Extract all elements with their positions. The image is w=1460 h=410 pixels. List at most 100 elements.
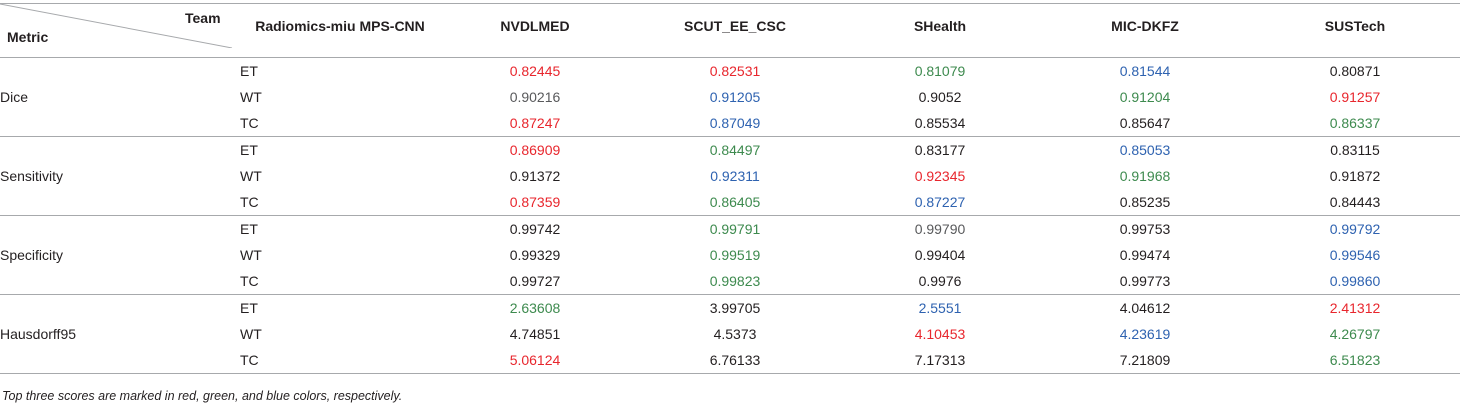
score-cell: 5.06124 — [440, 347, 630, 374]
metric-label: Sensitivity — [0, 168, 64, 184]
region-label: TC — [240, 194, 259, 210]
region-label: ET — [240, 136, 440, 163]
score-cell: 0.83177 — [840, 136, 1040, 163]
score-cell: 4.5373 — [713, 326, 757, 342]
score-cell: 0.85235 — [1119, 194, 1171, 210]
score-cell: 0.99727 — [509, 273, 561, 289]
table-row: ET0.869090.844970.831770.850530.831150.8… — [0, 136, 1460, 163]
results-table: Team Metric Radiomics-miu MPS-CNN NVDLME… — [0, 3, 1460, 374]
metric-label: Hausdorff95 — [0, 326, 77, 342]
team-header: MIC-DKFZ — [1111, 18, 1179, 34]
score-cell: 2.41312 — [1250, 294, 1460, 321]
score-cell: 0.85053 — [1040, 136, 1250, 163]
score-cell: 4.23619 — [1119, 326, 1171, 342]
score-cell: 0.91205 — [709, 89, 761, 105]
metric-label: Specificity — [0, 247, 64, 263]
score-cell: 0.86337 — [1329, 115, 1381, 131]
score-cell: 0.91204 — [1119, 89, 1171, 105]
table-row: ET2.636083.997052.55514.046122.413122.77… — [0, 294, 1460, 321]
score-cell: 4.74851 — [509, 326, 561, 342]
metric-cell-empty — [0, 110, 240, 137]
score-cell: 0.86909 — [440, 136, 630, 163]
table-row: ET0.824450.825310.810790.815440.808710.8… — [0, 57, 1460, 84]
score-cell: 0.91872 — [1329, 168, 1381, 184]
metric-label: Dice — [0, 89, 29, 105]
region-label: ET — [240, 57, 440, 84]
score-cell: 0.99519 — [709, 247, 761, 263]
region-label: WT — [240, 247, 262, 263]
score-cell: 2.5551 — [840, 294, 1040, 321]
score-cell: 0.85647 — [1119, 115, 1171, 131]
metric-cell-empty — [0, 136, 240, 163]
score-cell: 0.99790 — [840, 215, 1040, 242]
score-cell: 0.99474 — [1119, 247, 1171, 263]
region-label: ET — [240, 294, 440, 321]
score-cell: 0.91372 — [509, 168, 561, 184]
score-cell: 0.91968 — [1119, 168, 1171, 184]
score-cell: 0.82445 — [440, 57, 630, 84]
header-row: Team Metric Radiomics-miu MPS-CNN NVDLME… — [0, 3, 1460, 58]
metric-cell-empty — [0, 189, 240, 216]
score-cell: 0.92345 — [914, 168, 966, 184]
score-cell: 0.86405 — [709, 194, 761, 210]
table-footnote: Top three scores are marked in red, gree… — [2, 389, 403, 403]
region-label: WT — [240, 326, 262, 342]
score-cell: 0.99753 — [1040, 215, 1250, 242]
region-label: TC — [240, 115, 259, 131]
score-cell: 6.51823 — [1250, 347, 1460, 374]
metric-cell-empty — [0, 347, 240, 374]
metric-cell-empty — [0, 215, 240, 242]
score-cell: 0.81079 — [840, 57, 1040, 84]
score-cell: 0.84497 — [630, 136, 840, 163]
score-cell: 3.99705 — [630, 294, 840, 321]
score-cell: 0.9976 — [918, 273, 962, 289]
score-cell: 0.99860 — [1329, 273, 1381, 289]
table-row: Sensitivity WT 0.91372 0.92311 0.92345 0.9196… — [0, 163, 1460, 189]
score-cell: 0.99404 — [914, 247, 966, 263]
table-row: Specificity WT 0.99329 0.99519 0.99404 0.9947… — [0, 242, 1460, 268]
score-cell: 2.63608 — [440, 294, 630, 321]
table-row: TC0.872470.870490.855340.856470.863370.8… — [0, 110, 1460, 137]
region-label: ET — [240, 215, 440, 242]
score-cell: 4.26797 — [1329, 326, 1381, 342]
corner-header-cell: Team Metric — [0, 4, 240, 58]
score-cell: 0.87227 — [914, 194, 966, 210]
score-cell: 0.99791 — [630, 215, 840, 242]
region-label: WT — [240, 168, 262, 184]
score-cell: 0.84443 — [1329, 194, 1381, 210]
table-row: ET0.997420.997910.997900.997530.997920.9… — [0, 215, 1460, 242]
score-cell: 0.82531 — [630, 57, 840, 84]
metric-axis-label: Metric — [7, 29, 49, 45]
score-cell: 0.87359 — [509, 194, 561, 210]
score-cell: 0.85534 — [914, 115, 966, 131]
table-row: TC0.997270.998230.99760.997730.998600.99… — [0, 268, 1460, 295]
table-row: Hausdorff95 WT 4.74851 4.5373 4.10453 4.23619… — [0, 321, 1460, 347]
team-header: NVDLMED — [500, 18, 570, 34]
score-cell: 0.80871 — [1250, 57, 1460, 84]
score-cell: 7.21809 — [1040, 347, 1250, 374]
team-header: SUSTech — [1324, 18, 1386, 34]
score-cell: 0.99792 — [1250, 215, 1460, 242]
metric-cell-empty — [0, 57, 240, 84]
score-cell: 0.87247 — [509, 115, 561, 131]
score-cell: 7.17313 — [840, 347, 1040, 374]
region-label: WT — [240, 89, 262, 105]
score-cell: 4.10453 — [914, 326, 966, 342]
score-cell: 0.9052 — [918, 89, 962, 105]
metric-cell-empty — [0, 268, 240, 295]
score-cell: 0.99742 — [440, 215, 630, 242]
score-cell: 0.99773 — [1119, 273, 1171, 289]
score-cell: 6.76133 — [630, 347, 840, 374]
score-cell: 0.83115 — [1250, 136, 1460, 163]
table-row: Dice WT 0.90216 0.91205 0.9052 0.91204 0.91257… — [0, 84, 1460, 110]
score-cell: 0.90216 — [509, 89, 561, 105]
team-axis-label: Team — [185, 10, 221, 26]
score-cell: 0.87049 — [709, 115, 761, 131]
score-cell: 0.81544 — [1040, 57, 1250, 84]
team-header: Radiomics-miu MPS-CNN — [255, 18, 425, 34]
table-row: TC0.873590.864050.872270.852350.844430.8… — [0, 189, 1460, 216]
region-label: TC — [240, 347, 440, 374]
table-body: ET0.824450.825310.810790.815440.808710.8… — [0, 57, 1460, 374]
table-row: TC5.061246.761337.173137.218096.518236.3… — [0, 347, 1460, 374]
